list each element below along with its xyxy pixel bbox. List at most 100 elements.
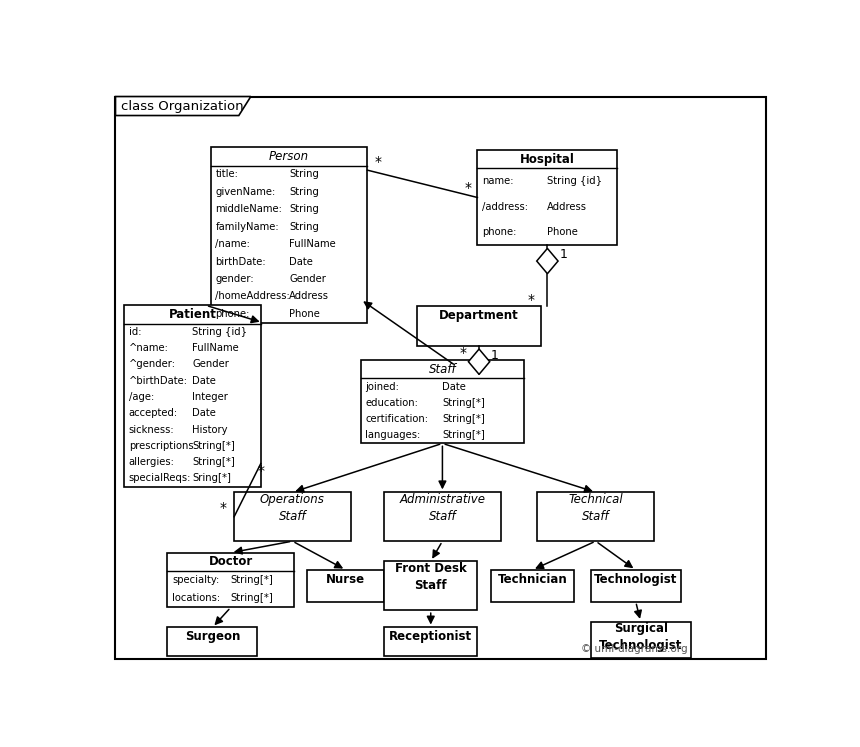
Text: Staff: Staff bbox=[428, 363, 456, 376]
Bar bbox=[491, 570, 574, 601]
Text: String[*]: String[*] bbox=[230, 593, 273, 604]
Text: String[*]: String[*] bbox=[442, 397, 485, 408]
Text: *: * bbox=[374, 155, 381, 169]
Bar bbox=[591, 570, 680, 601]
Text: String[*]: String[*] bbox=[442, 430, 485, 440]
Text: /address:: /address: bbox=[482, 202, 528, 211]
Text: Nurse: Nurse bbox=[326, 573, 366, 586]
Text: /name:: /name: bbox=[216, 239, 250, 249]
Bar bbox=[124, 306, 261, 486]
Text: education:: education: bbox=[366, 397, 418, 408]
Text: title:: title: bbox=[216, 170, 238, 179]
Bar bbox=[384, 627, 477, 656]
Text: languages:: languages: bbox=[366, 430, 421, 440]
Text: class Organization: class Organization bbox=[120, 99, 243, 113]
Text: String: String bbox=[289, 222, 319, 232]
Text: Patient: Patient bbox=[169, 308, 217, 321]
Text: prescriptions:: prescriptions: bbox=[129, 441, 197, 451]
Text: ^gender:: ^gender: bbox=[129, 359, 175, 370]
Text: FullName: FullName bbox=[193, 343, 239, 353]
Text: History: History bbox=[193, 424, 228, 435]
Text: Phone: Phone bbox=[548, 227, 578, 238]
Text: FullName: FullName bbox=[289, 239, 336, 249]
Text: Person: Person bbox=[269, 150, 310, 163]
Text: Administrative
Staff: Administrative Staff bbox=[399, 493, 485, 523]
Polygon shape bbox=[469, 349, 489, 374]
Text: String {id}: String {id} bbox=[193, 327, 248, 337]
Text: *: * bbox=[219, 501, 226, 515]
Text: givenName:: givenName: bbox=[216, 187, 276, 196]
Text: String[*]: String[*] bbox=[193, 457, 236, 467]
Text: ^name:: ^name: bbox=[129, 343, 169, 353]
Text: Technician: Technician bbox=[498, 573, 568, 586]
Text: accepted:: accepted: bbox=[129, 409, 178, 418]
Text: String: String bbox=[289, 204, 319, 214]
Text: Sring[*]: Sring[*] bbox=[193, 474, 231, 483]
Text: allergies:: allergies: bbox=[129, 457, 175, 467]
Text: Operations
Staff: Operations Staff bbox=[260, 493, 325, 523]
Text: Receptionist: Receptionist bbox=[390, 630, 472, 643]
Text: id:: id: bbox=[129, 327, 141, 337]
Text: String[*]: String[*] bbox=[442, 414, 485, 424]
Text: Technical
Staff: Technical Staff bbox=[568, 493, 623, 523]
Text: phone:: phone: bbox=[482, 227, 517, 238]
Bar bbox=[417, 306, 541, 346]
Text: Address: Address bbox=[548, 202, 587, 211]
Text: Date: Date bbox=[442, 382, 466, 391]
Text: String {id}: String {id} bbox=[548, 176, 603, 186]
Text: Gender: Gender bbox=[289, 274, 326, 284]
Text: String: String bbox=[289, 187, 319, 196]
Text: Doctor: Doctor bbox=[209, 555, 253, 568]
Text: Gender: Gender bbox=[193, 359, 230, 370]
Text: *: * bbox=[257, 464, 265, 478]
Text: /homeAddress:: /homeAddress: bbox=[216, 291, 290, 302]
Text: familyName:: familyName: bbox=[216, 222, 280, 232]
Text: Date: Date bbox=[193, 409, 217, 418]
Bar bbox=[591, 622, 691, 658]
Text: 1: 1 bbox=[491, 349, 499, 362]
Bar bbox=[384, 561, 477, 610]
Text: name:: name: bbox=[482, 176, 513, 186]
Bar bbox=[168, 553, 294, 607]
Text: phone:: phone: bbox=[216, 309, 250, 319]
Text: Front Desk
Staff: Front Desk Staff bbox=[395, 562, 467, 592]
Text: *: * bbox=[459, 346, 466, 360]
Text: specialReqs:: specialReqs: bbox=[129, 474, 191, 483]
Bar bbox=[308, 570, 384, 601]
Bar bbox=[211, 147, 367, 323]
Text: birthDate:: birthDate: bbox=[216, 256, 266, 267]
Bar bbox=[234, 492, 351, 541]
Text: String[*]: String[*] bbox=[230, 575, 273, 585]
Text: Technologist: Technologist bbox=[594, 573, 678, 586]
Text: Surgeon: Surgeon bbox=[185, 630, 240, 643]
Bar bbox=[361, 360, 524, 444]
Bar bbox=[384, 492, 501, 541]
Text: Integer: Integer bbox=[193, 392, 229, 402]
Text: Address: Address bbox=[289, 291, 329, 302]
Text: Hospital: Hospital bbox=[520, 152, 574, 166]
Text: middleName:: middleName: bbox=[216, 204, 282, 214]
Text: gender:: gender: bbox=[216, 274, 254, 284]
Text: Surgical
Technologist: Surgical Technologist bbox=[599, 622, 682, 652]
Text: certification:: certification: bbox=[366, 414, 428, 424]
Text: locations:: locations: bbox=[172, 593, 220, 604]
Bar bbox=[477, 150, 617, 245]
Text: ^birthDate:: ^birthDate: bbox=[129, 376, 187, 385]
Text: *: * bbox=[527, 293, 534, 306]
Text: String[*]: String[*] bbox=[193, 441, 236, 451]
Text: sickness:: sickness: bbox=[129, 424, 175, 435]
Text: 1: 1 bbox=[559, 248, 568, 261]
Text: Date: Date bbox=[289, 256, 313, 267]
Text: specialty:: specialty: bbox=[172, 575, 219, 585]
Text: © uml-diagrams.org: © uml-diagrams.org bbox=[580, 645, 687, 654]
Text: Department: Department bbox=[439, 309, 519, 322]
Text: /age:: /age: bbox=[129, 392, 154, 402]
Text: joined:: joined: bbox=[366, 382, 399, 391]
Text: Phone: Phone bbox=[289, 309, 320, 319]
Text: Date: Date bbox=[193, 376, 217, 385]
Text: *: * bbox=[464, 181, 471, 195]
Polygon shape bbox=[537, 249, 558, 273]
Text: String: String bbox=[289, 170, 319, 179]
Polygon shape bbox=[115, 96, 251, 116]
Bar bbox=[168, 627, 257, 656]
